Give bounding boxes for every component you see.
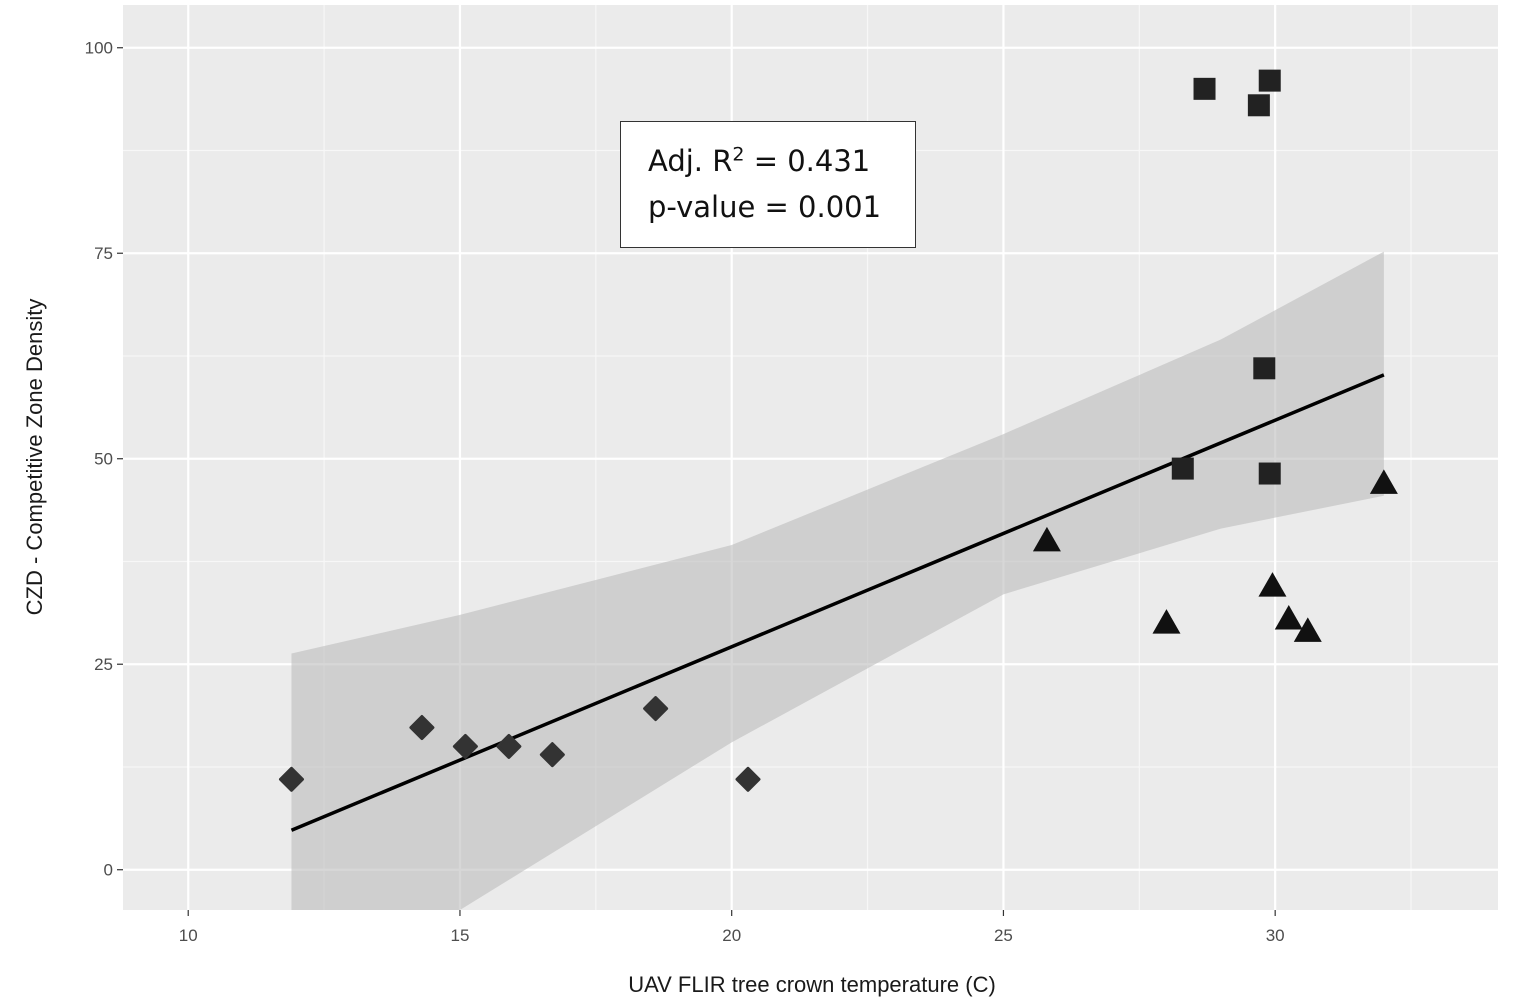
diamond-marker (735, 766, 761, 792)
square-marker (1193, 77, 1216, 100)
y-axis-title: CZD - Competitive Zone Density (22, 299, 47, 616)
x-tick-label: 30 (1266, 926, 1285, 945)
y-tick-label: 100 (85, 39, 113, 58)
square-marker (1171, 457, 1194, 480)
regression-line (290, 373, 1385, 832)
diamond-marker (278, 766, 304, 792)
square-marker (1253, 357, 1276, 380)
diamond-marker (409, 715, 435, 741)
triangle-marker (1293, 617, 1322, 642)
x-tick-label: 25 (994, 926, 1013, 945)
y-tick-label: 25 (94, 655, 113, 674)
diamond-marker (452, 733, 478, 759)
diamond-marker (496, 733, 522, 759)
x-tick-label: 15 (450, 926, 469, 945)
x-tick-label: 20 (722, 926, 741, 945)
y-axis-ticks: 0 25 50 75 100 (85, 39, 123, 880)
diamond-marker (643, 696, 669, 722)
y-tick-label: 0 (104, 861, 113, 880)
square-marker (1247, 94, 1270, 117)
x-axis-title: UAV FLIR tree crown temperature (C) (628, 972, 996, 997)
adj-r2-text: Adj. R2 = 0.431 (648, 143, 871, 178)
data-points (278, 69, 1398, 792)
triangle-marker (1152, 609, 1181, 634)
triangle-marker (1369, 469, 1398, 494)
triangle-marker (1274, 605, 1303, 630)
p-value-text: p-value = 0.001 (648, 190, 882, 224)
triangle-marker (1032, 526, 1061, 552)
confidence-band (291, 251, 1384, 911)
triangle-marker (1258, 572, 1287, 597)
square-marker (1258, 462, 1281, 485)
x-tick-label: 10 (179, 926, 198, 945)
y-tick-label: 75 (94, 244, 113, 263)
x-axis-ticks: 10 15 20 25 30 (179, 910, 1285, 945)
square-marker (1258, 69, 1281, 92)
y-tick-label: 50 (94, 450, 113, 469)
regression-stats-box: Adj. R2 = 0.431 p-value = 0.001 (620, 121, 916, 248)
diamond-marker (539, 742, 565, 768)
